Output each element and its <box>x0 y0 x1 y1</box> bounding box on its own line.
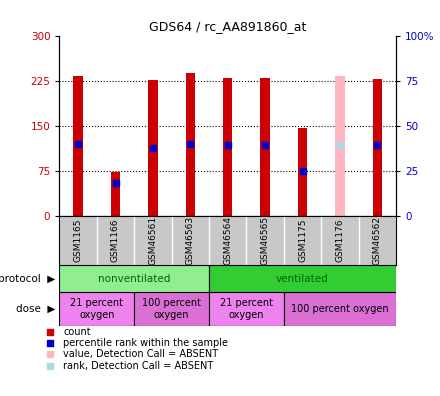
Point <box>261 142 268 148</box>
Point <box>46 363 53 369</box>
Point <box>187 141 194 147</box>
Point <box>337 142 344 148</box>
Text: GSM1166: GSM1166 <box>111 219 120 262</box>
Text: protocol  ▶: protocol ▶ <box>0 274 55 284</box>
Text: GSM1165: GSM1165 <box>73 219 83 262</box>
Text: dose  ▶: dose ▶ <box>16 304 55 314</box>
Text: ventilated: ventilated <box>276 274 329 284</box>
Bar <box>260 78 270 216</box>
Point <box>224 142 231 148</box>
Bar <box>209 292 284 326</box>
Bar <box>73 76 83 216</box>
Text: GSM46565: GSM46565 <box>260 216 270 265</box>
Point <box>149 145 157 151</box>
Bar <box>59 265 209 292</box>
Point <box>112 180 119 186</box>
Point <box>299 168 306 174</box>
Point <box>46 351 53 358</box>
Text: 100 percent oxygen: 100 percent oxygen <box>291 304 389 314</box>
Bar <box>148 80 158 216</box>
Text: GSM1176: GSM1176 <box>335 219 345 262</box>
Text: GSM46564: GSM46564 <box>223 216 232 265</box>
Text: count: count <box>63 327 91 337</box>
Text: 21 percent
oxygen: 21 percent oxygen <box>220 298 273 320</box>
Bar <box>186 74 195 216</box>
Point <box>46 340 53 346</box>
Bar <box>373 79 382 216</box>
Bar <box>59 292 134 326</box>
Text: rank, Detection Call = ABSENT: rank, Detection Call = ABSENT <box>63 361 213 371</box>
Text: value, Detection Call = ABSENT: value, Detection Call = ABSENT <box>63 349 219 360</box>
Bar <box>335 76 345 216</box>
Text: 21 percent
oxygen: 21 percent oxygen <box>70 298 123 320</box>
Bar <box>298 128 307 216</box>
Title: GDS64 / rc_AA891860_at: GDS64 / rc_AA891860_at <box>149 20 306 33</box>
Text: percentile rank within the sample: percentile rank within the sample <box>63 338 228 348</box>
Bar <box>223 78 232 216</box>
Point <box>75 141 82 147</box>
Bar <box>284 292 396 326</box>
Bar <box>209 265 396 292</box>
Text: nonventilated: nonventilated <box>98 274 170 284</box>
Point <box>374 142 381 148</box>
Text: 100 percent
oxygen: 100 percent oxygen <box>142 298 201 320</box>
Text: GSM46561: GSM46561 <box>148 216 158 265</box>
Bar <box>134 292 209 326</box>
Bar <box>111 172 120 216</box>
Point <box>46 328 53 335</box>
Text: GSM46563: GSM46563 <box>186 216 195 265</box>
Text: GSM1175: GSM1175 <box>298 219 307 262</box>
Text: GSM46562: GSM46562 <box>373 216 382 265</box>
